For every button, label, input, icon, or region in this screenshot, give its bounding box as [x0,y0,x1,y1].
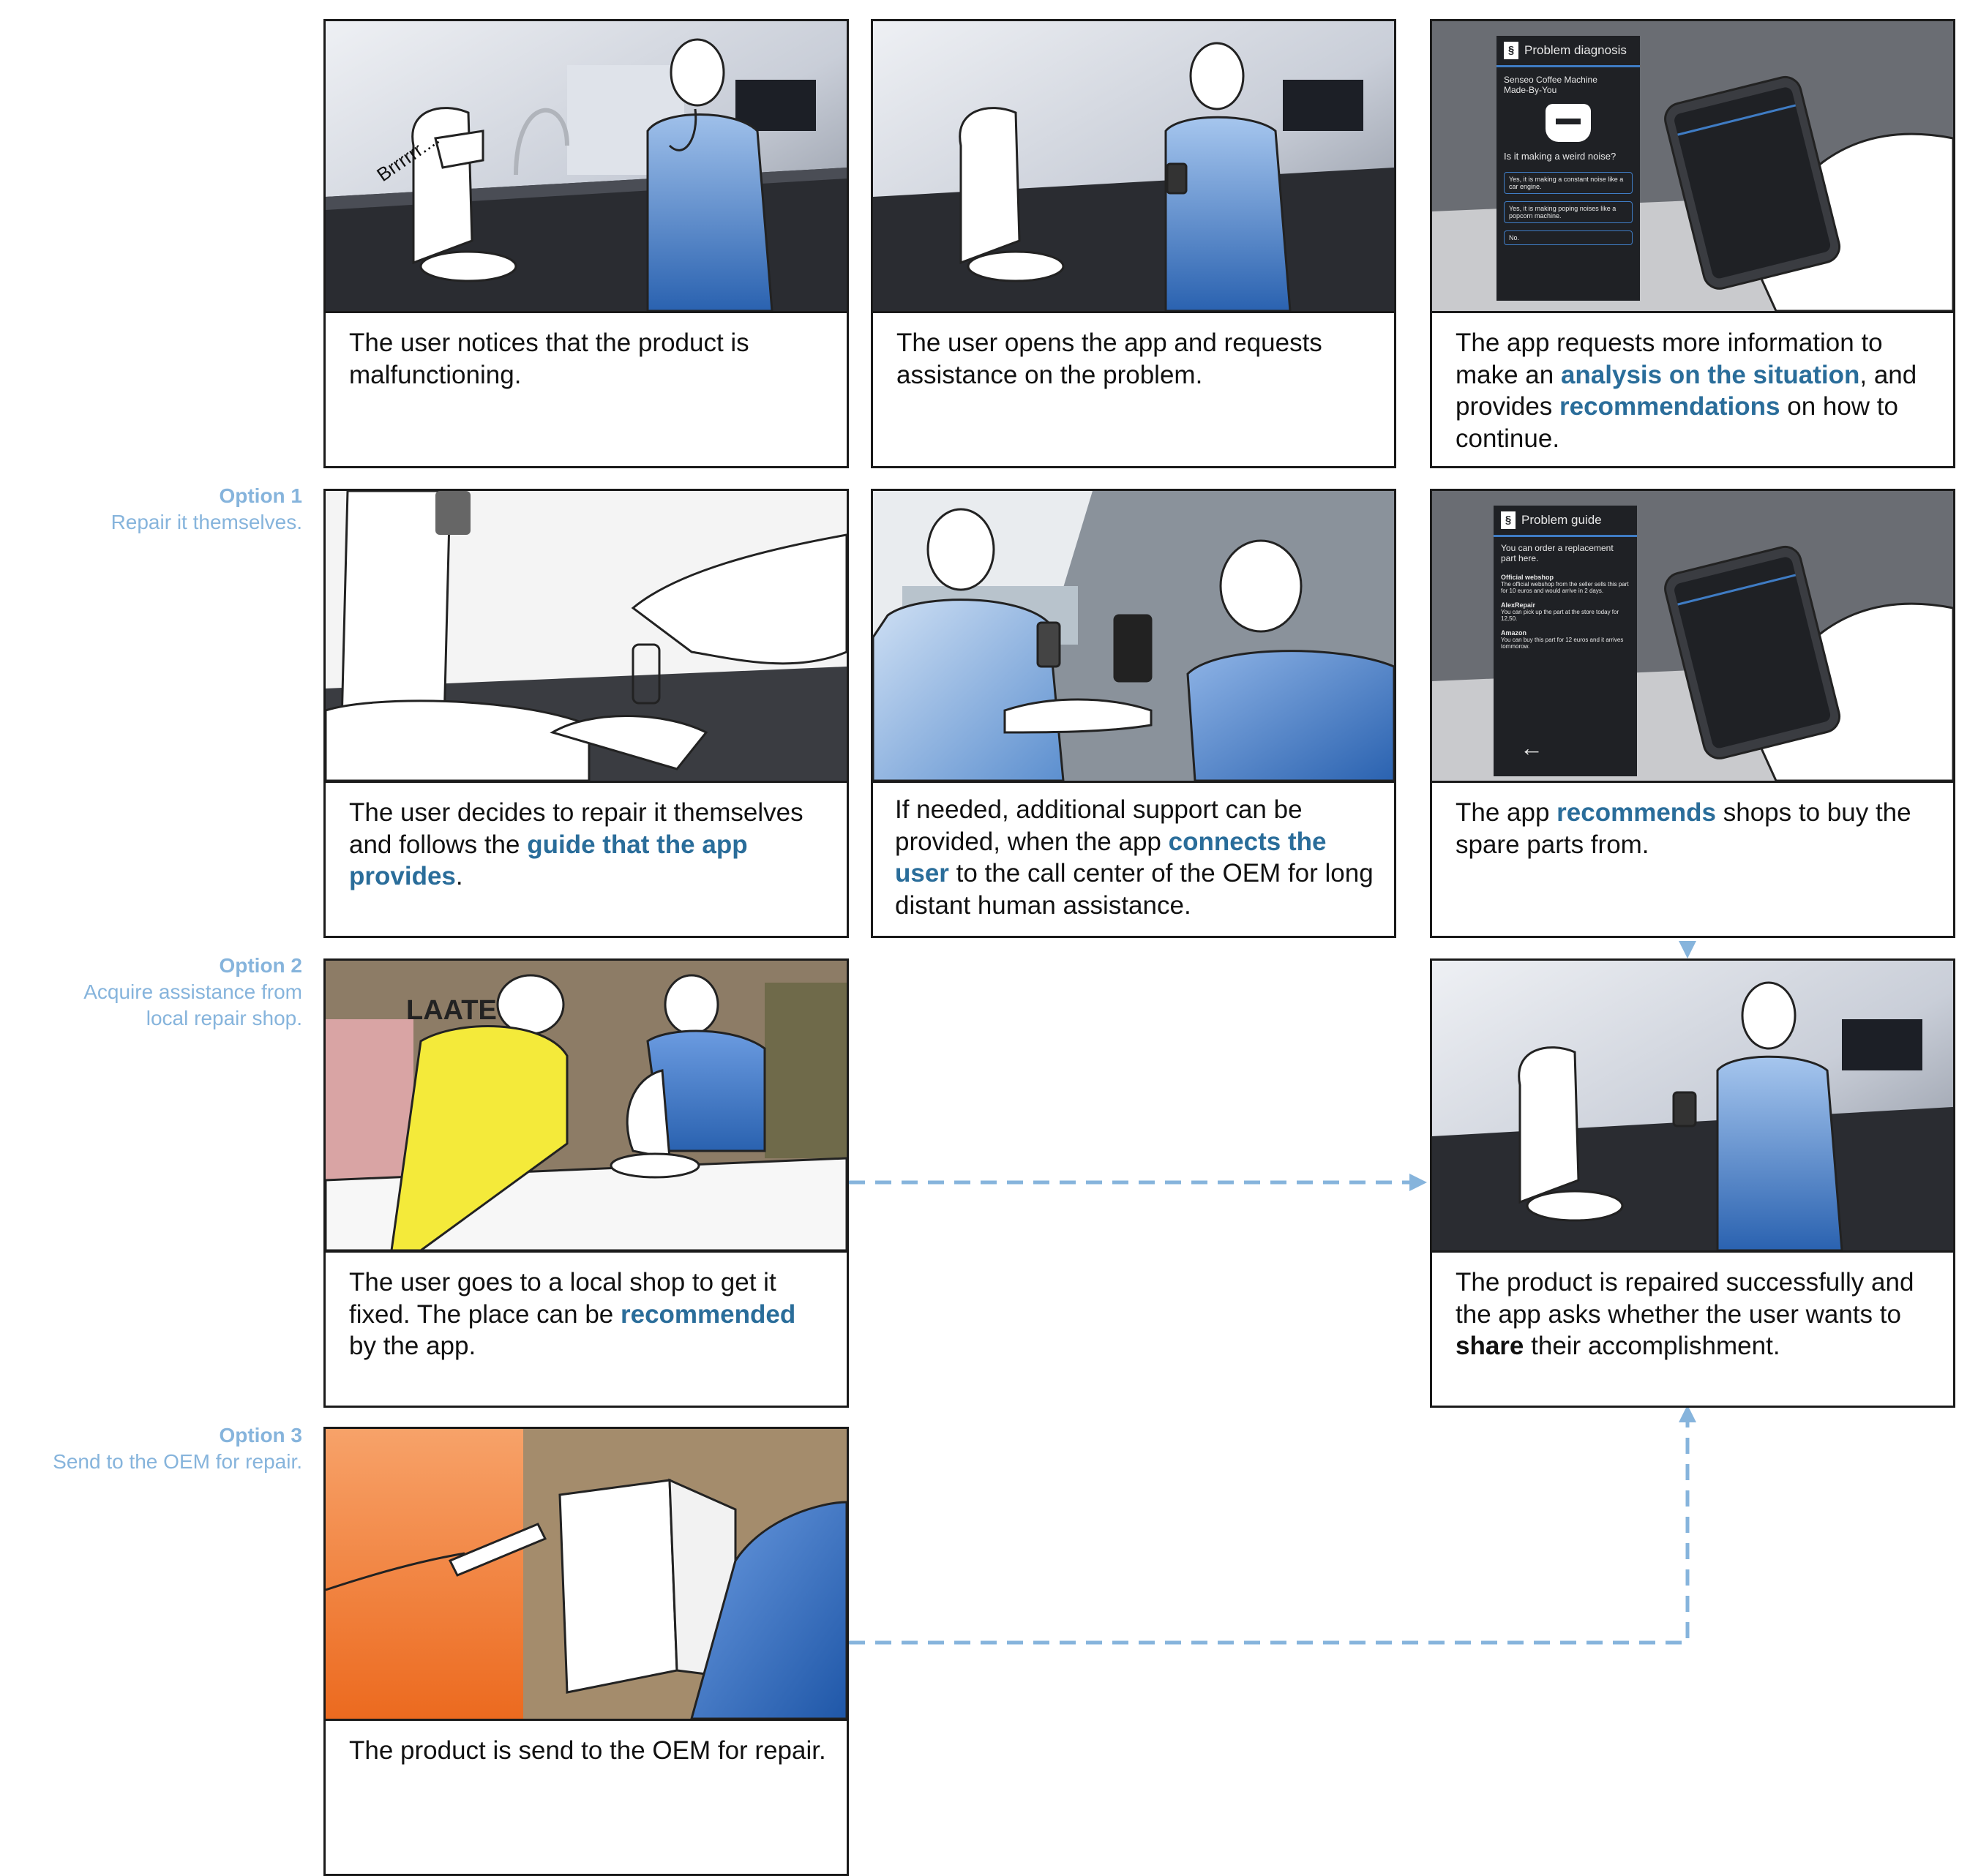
panel-problem-guide: § Problem guide You can order a replacem… [1430,489,1955,938]
option-1-label: Option 1 Repair it themselves. [111,483,302,536]
shop-official-desc: The official webshop from the seller sel… [1501,581,1629,594]
panel-7-caption: The user goes to a local shop to get it … [349,1267,828,1362]
guide-intro: You can order a replacement part here. [1501,543,1614,563]
panel-4-caption: The user decides to repair it themselves… [349,797,828,893]
shop-amazon-name[interactable]: Amazon [1501,629,1527,637]
device-name-1: Senseo Coffee Machine [1504,75,1597,85]
option-3-subtitle: Send to the OEM for repair. [53,1450,302,1473]
panel-6-highlight-recommends: recommends [1556,798,1717,827]
panel-1-illustration: Brrrrrr.... [326,21,847,313]
shop-sign-text: LAATE [406,995,497,1026]
guide-title: Problem guide [1521,513,1602,527]
panel-problem-diagnosis: § Problem diagnosis Senseo Coffee Machin… [1430,19,1955,468]
panel-5-illustration [873,491,1394,783]
panel-5-caption: If needed, additional support can be pro… [895,794,1375,921]
panel-1-caption: The user notices that the product is mal… [349,329,749,389]
panel-3-highlight-analysis: analysis on the situation [1560,360,1860,389]
panel-6-text-1: The app [1456,798,1557,827]
option-1-subtitle: Repair it themselves. [110,511,302,533]
shop-alexrepair-desc: You can pick up the part at the store to… [1501,609,1619,622]
panel-8-strong-share: share [1456,1332,1524,1360]
panel-open-app: The user opens the app and requests assi… [871,19,1396,468]
robot-icon [1546,104,1591,142]
panel-repair-themselves: The user decides to repair it themselves… [323,489,849,938]
panel-4-illustration [326,491,847,783]
back-arrow-icon[interactable]: ← [1520,735,1543,761]
arrow-option3-to-success [849,1419,1690,1645]
panel-6-illustration: § Problem guide You can order a replacem… [1432,491,1953,783]
panel-8-illustration [1432,961,1953,1253]
panel-7-highlight-recommended: recommended [621,1299,796,1329]
panel-3-text-2: , and provides [1456,360,1917,421]
panel-5-highlight-connects: connects the user [895,827,1327,888]
arrowhead-option3 [1679,1405,1696,1422]
panel-6-caption: The app recommends shops to buy the spar… [1456,797,1934,860]
panel-notice-malfunction: Brrrrrr.... The user notices that the pr… [323,19,849,468]
panel-8-text-1: The product is repaired successfully and… [1456,1268,1914,1329]
panel-3-text-1: The app requests more information to mak… [1456,329,1883,389]
arrowhead-option2 [1409,1174,1427,1191]
panel-8-caption: The product is repaired successfully and… [1456,1267,1934,1362]
panel-4-text-2: . [455,862,463,890]
arrowhead-shops-to-success [1679,941,1696,958]
shop-official-name[interactable]: Official webshop [1501,574,1554,581]
app-logo-icon: § [1501,511,1516,529]
answer-option-2[interactable]: Yes, it is making poping noises like a p… [1504,201,1633,223]
panel-7-illustration: LAATE [326,961,847,1253]
panel-local-repair-shop: LAATE The user goes to a local shop to g… [323,958,849,1408]
panel-2-caption: The user opens the app and requests assi… [896,329,1322,389]
panel-7-text-2: by the app. [349,1332,476,1360]
shop-amazon-desc: You can buy this part for 12 euros and i… [1501,637,1624,650]
panel-3-text-3: on how to continue. [1456,392,1898,453]
panel-call-center-support: If needed, additional support can be pro… [871,489,1396,938]
panel-repaired-success: The product is repaired successfully and… [1430,958,1955,1408]
panel-8-text-2: their accomplishment. [1524,1332,1780,1360]
option-2-subtitle-line2: local repair shop. [146,1007,302,1029]
panel-4-highlight-guide: guide that the app provides [349,830,748,891]
panel-send-to-oem: The product is send to the OEM for repai… [323,1427,849,1876]
diagnosis-title: Problem diagnosis [1524,43,1627,57]
panel-3-highlight-recommendations: recommendations [1559,392,1780,421]
option-2-subtitle-line1: Acquire assistance from [83,980,302,1003]
panel-9-caption: The product is send to the OEM for repai… [349,1736,826,1765]
app-logo-icon: § [1504,42,1518,59]
panel-5-text-1: If needed, additional support can be pro… [895,795,1303,856]
panel-3-illustration: § Problem diagnosis Senseo Coffee Machin… [1432,21,1953,313]
guide-screen: § Problem guide You can order a replacem… [1494,506,1637,776]
panel-5-text-2: to the call center of the OEM for long d… [895,859,1374,920]
answer-option-3[interactable]: No. [1504,230,1633,245]
panel-6-text-2: shops to buy the spare parts from. [1456,798,1911,859]
panel-9-illustration [326,1429,847,1721]
device-name-2: Made-By-You [1504,85,1557,95]
option-3-label: Option 3 Send to the OEM for repair. [53,1422,302,1475]
option-2-label: Option 2 Acquire assistance from local r… [83,953,302,1032]
diagnosis-screen: § Problem diagnosis Senseo Coffee Machin… [1496,36,1640,301]
shop-alexrepair-name[interactable]: AlexRepair [1501,601,1536,609]
diagnosis-question: Is it making a weird noise? [1504,151,1617,162]
panel-2-illustration [873,21,1394,313]
option-1-title: Option 1 [219,484,302,507]
panel-7-text-1: The user goes to a local shop to get it … [349,1268,776,1329]
option-2-title: Option 2 [219,954,302,977]
answer-option-1[interactable]: Yes, it is making a constant noise like … [1504,172,1633,194]
panel-4-text-1: The user decides to repair it themselves… [349,798,803,859]
panel-3-caption: The app requests more information to mak… [1456,327,1934,454]
option-3-title: Option 3 [219,1424,302,1447]
